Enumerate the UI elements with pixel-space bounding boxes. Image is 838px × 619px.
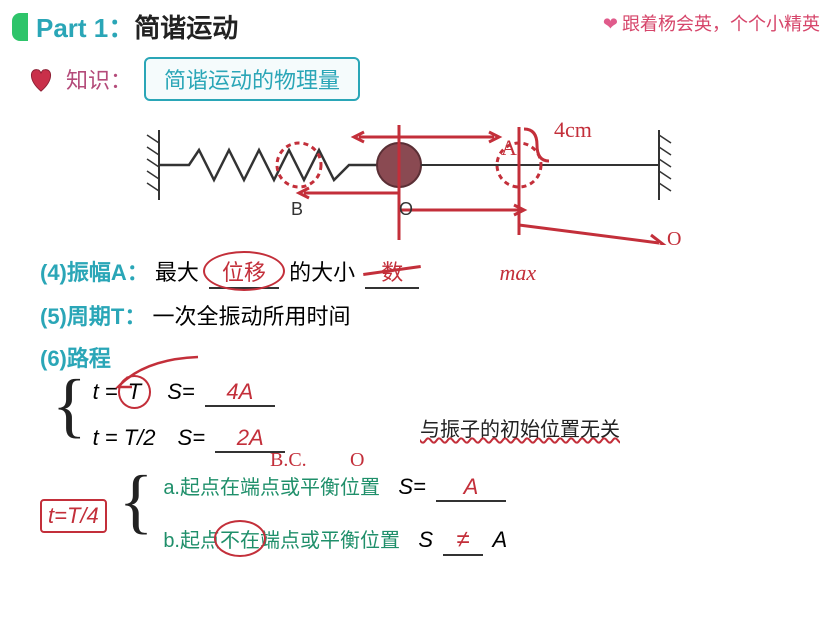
item4-scratch: 数 <box>365 255 419 289</box>
t4-row-b: b.起点不在端点或平衡位置 S ≠ A <box>163 524 510 556</box>
t-quarter-rows: a.起点在端点或平衡位置 S= A b.起点不在端点或平衡位置 S ≠ A <box>163 471 510 556</box>
distance-block: { t = T S= 4A t = T/2 S= 2A 与振子的初始位置无关 <box>40 379 808 453</box>
heart-icon <box>26 65 56 93</box>
content: (4)振幅A： 最大 位移 的大小 数 max (5)周期T： 一次全振动所用时… <box>0 255 838 556</box>
t4b-circled: 不在 <box>220 524 260 553</box>
distance-note: 与振子的初始位置无关 <box>420 413 620 442</box>
knowledge-label: 知识： <box>66 63 132 95</box>
knowledge-row: 知识： 简谐运动的物理量 <box>26 57 838 101</box>
part-topic: 简谐运动 <box>134 13 238 43</box>
diagram-O: O <box>667 228 681 245</box>
item4-mid: 的大小 <box>289 260 355 285</box>
t4a-blank: A <box>436 474 506 502</box>
t4b-rhs: A <box>492 527 507 552</box>
item5-label: (5)周期T： <box>40 304 146 329</box>
t-quarter-block: t=T/4 { B.C. O a.起点在端点或平衡位置 S= A b.起点不在端… <box>40 471 808 556</box>
t4a-s: S= A <box>398 474 510 499</box>
brace-icon: { <box>52 373 87 438</box>
d2-t: t = T/2 <box>93 425 156 451</box>
diagram-A: A <box>501 135 517 160</box>
part-label: Part 1： <box>36 13 134 43</box>
t4b-pre: b.起点 <box>163 530 220 552</box>
ann-bc: B.C. <box>270 449 307 472</box>
knowledge-box: 简谐运动的物理量 <box>144 57 360 101</box>
part-title: Part 1：简谐运动 <box>36 8 238 45</box>
slogan: ❤跟着杨会英，个个小精英 <box>603 10 820 36</box>
diagram-O-center: O <box>399 199 413 219</box>
item4-before: 最大 <box>155 260 199 285</box>
brace-icon: { <box>119 469 154 534</box>
spring-diagram: 4cm A B O O <box>99 115 739 245</box>
item5-text: 一次全振动所用时间 <box>152 304 350 329</box>
item4-blank1: 位移 <box>209 255 279 289</box>
t4a-text: a.起点在端点或平衡位置 <box>163 477 380 499</box>
item-4: (4)振幅A： 最大 位移 的大小 数 max <box>40 255 808 289</box>
t4b-post: 端点或平衡位置 <box>260 530 400 552</box>
item4-max: max <box>499 260 536 285</box>
t-quarter-label: t=T/4 <box>40 499 107 533</box>
t4b-rel: ≠ <box>457 526 470 553</box>
item-5: (5)周期T： 一次全振动所用时间 <box>40 299 808 331</box>
heart-icon: ❤ <box>603 14 618 34</box>
header-bullet <box>12 13 28 41</box>
distance-row-2: t = T/2 S= 2A <box>93 425 290 453</box>
diagram-B: B <box>291 199 303 219</box>
item4-label: (4)振幅A： <box>40 260 149 285</box>
diagram-amp-label: 4cm <box>554 117 592 142</box>
arrow-annotation <box>108 353 228 393</box>
ann-o: O <box>350 449 364 472</box>
t4-row-a: a.起点在端点或平衡位置 S= A <box>163 471 510 502</box>
slogan-text: 跟着杨会英，个个小精英 <box>622 14 820 34</box>
t4b-s: S ≠ A <box>418 527 507 552</box>
